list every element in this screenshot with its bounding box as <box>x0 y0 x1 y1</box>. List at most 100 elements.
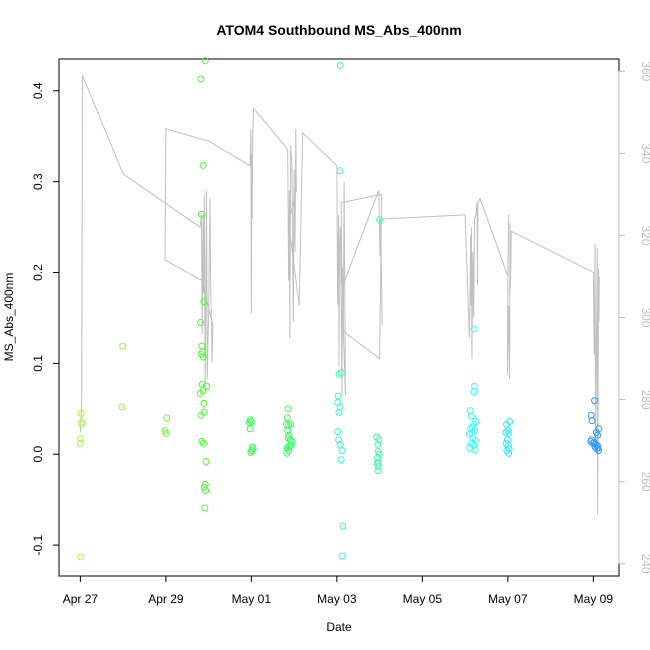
data-point <box>247 448 255 456</box>
x-tick-label: May 09 <box>574 592 614 606</box>
data-point <box>284 434 292 442</box>
data-point <box>200 408 208 416</box>
data-point <box>246 425 254 433</box>
y-tick-label: 0.3 <box>31 173 45 190</box>
data-point <box>200 399 208 407</box>
data-point <box>202 458 210 465</box>
data-point <box>505 445 513 453</box>
y-tick-label: 0.0 <box>31 446 45 463</box>
data-point <box>503 436 511 444</box>
data-point <box>338 552 346 560</box>
data-point <box>336 61 344 69</box>
data-point <box>336 167 344 175</box>
data-point <box>470 325 478 333</box>
y2-tick-label: 240 <box>639 554 650 574</box>
data-point <box>287 420 295 428</box>
y2-tick-label: 360 <box>639 61 650 81</box>
data-point <box>78 420 86 428</box>
data-point <box>337 456 345 464</box>
data-point <box>200 353 207 361</box>
data-point <box>285 442 293 450</box>
secondary-y-axis: 240 260 280 300 320 340 360 <box>618 61 650 574</box>
data-point <box>197 210 205 218</box>
y-axis: -0.1 0.0 0.1 0.2 0.3 0.4 <box>31 82 60 555</box>
data-point <box>335 408 343 416</box>
secondary-series-line <box>79 75 600 515</box>
data-point <box>595 447 602 455</box>
x-axis: Apr 27 Apr 29 May 01 May 03 May 05 May 07 May … <box>63 575 614 606</box>
y2-tick-label: 280 <box>639 390 650 410</box>
data-point <box>199 161 207 169</box>
data-point <box>335 370 343 378</box>
data-point <box>376 216 384 224</box>
data-point <box>374 440 382 448</box>
data-point <box>505 429 513 437</box>
y2-tick-label: 300 <box>639 307 650 327</box>
data-point <box>249 445 257 453</box>
x-tick-label: May 07 <box>488 592 528 606</box>
data-point <box>374 454 381 462</box>
temperature-line-layer <box>79 75 600 515</box>
data-point <box>468 412 475 420</box>
y-axis-label: MS_Abs_400nm <box>2 273 16 362</box>
data-point <box>374 462 382 470</box>
data-point <box>505 449 513 457</box>
data-point <box>339 522 347 530</box>
data-point <box>247 418 255 425</box>
data-point <box>77 553 85 561</box>
data-point <box>336 440 344 448</box>
data-point <box>283 414 291 422</box>
data-point <box>284 405 292 413</box>
x-tick-label: Apr 27 <box>63 592 99 606</box>
data-points <box>76 57 603 561</box>
data-point <box>375 450 383 458</box>
data-point <box>197 319 204 326</box>
data-point <box>503 420 511 428</box>
data-point <box>201 504 209 512</box>
data-point <box>334 428 342 435</box>
data-point <box>593 445 601 453</box>
data-point <box>196 389 204 397</box>
data-point <box>335 436 343 444</box>
data-point <box>77 409 85 417</box>
x-tick-label: May 03 <box>317 592 357 606</box>
y2-tick-label: 260 <box>639 472 650 492</box>
data-point <box>118 403 126 411</box>
data-point <box>203 382 210 390</box>
data-point <box>334 392 342 400</box>
data-point <box>283 449 291 457</box>
x-tick-label: May 05 <box>403 592 443 606</box>
y-tick-label: 0.4 <box>31 82 45 99</box>
data-point <box>591 397 599 405</box>
data-point <box>201 57 209 65</box>
x-axis-label: Date <box>326 620 352 634</box>
data-point <box>78 418 86 426</box>
data-point <box>76 439 84 447</box>
data-point <box>470 388 478 396</box>
data-point <box>502 439 510 447</box>
x-tick-label: May 01 <box>232 592 272 606</box>
data-point <box>200 483 208 491</box>
data-point <box>197 75 205 83</box>
data-point <box>119 342 127 350</box>
y2-tick-label: 320 <box>639 225 650 245</box>
data-point <box>374 458 382 466</box>
data-point <box>471 446 479 454</box>
chart-title: ATOM4 Southbound MS_Abs_400nm <box>216 22 461 38</box>
data-point <box>338 447 346 455</box>
data-point <box>374 467 382 475</box>
data-point <box>163 414 171 422</box>
data-point <box>202 487 210 495</box>
y2-tick-label: 340 <box>639 143 650 163</box>
data-point <box>198 438 206 445</box>
data-point <box>284 427 292 435</box>
data-point <box>337 369 345 376</box>
data-point <box>594 431 602 439</box>
data-point <box>375 436 383 444</box>
y-tick-label: 0.1 <box>31 355 45 372</box>
y-tick-label: -0.1 <box>31 534 45 555</box>
data-point <box>200 439 207 447</box>
data-point <box>502 428 510 436</box>
y-tick-label: 0.2 <box>31 264 45 281</box>
